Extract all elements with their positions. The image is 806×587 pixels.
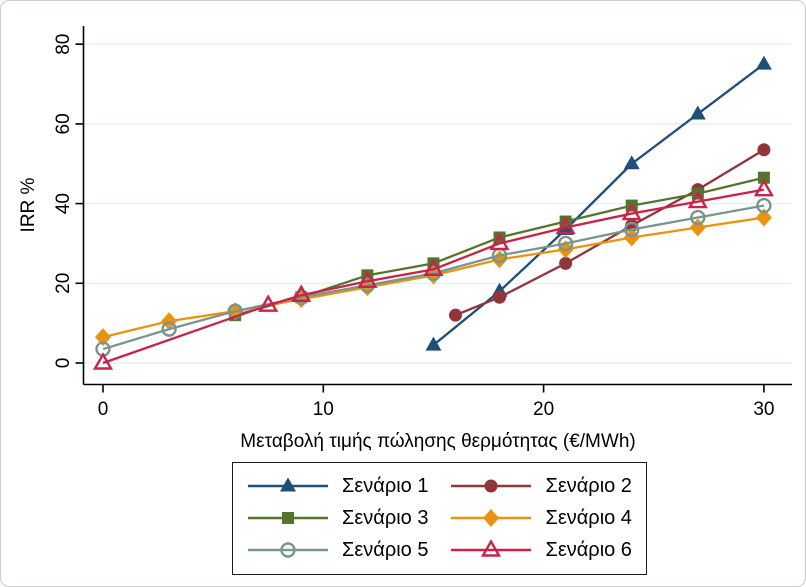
gridlines bbox=[83, 43, 792, 364]
triangle-filled-marker bbox=[425, 336, 442, 351]
circle-open-icon bbox=[280, 542, 296, 558]
triangle-open-marker bbox=[423, 258, 444, 277]
legend-item-scenario-4: Σενάριο 4 bbox=[450, 503, 632, 533]
y-axis-title: IRR % bbox=[18, 177, 39, 232]
diamond-filled-marker bbox=[755, 208, 772, 227]
x-tick-label: 10 bbox=[313, 399, 334, 420]
series-scenario-4 bbox=[95, 208, 772, 347]
series-scenario-1 bbox=[425, 55, 772, 351]
triangle-filled-marker bbox=[689, 105, 706, 120]
square-filled-legend-icon bbox=[248, 512, 328, 524]
diamond-filled-marker bbox=[95, 328, 111, 347]
y-tick-label: 40 bbox=[53, 193, 74, 214]
diamond-filled-marker bbox=[491, 250, 508, 269]
y-tick-label: 20 bbox=[53, 273, 74, 294]
legend-item-scenario-6: Σενάριο 6 bbox=[450, 535, 632, 565]
series-line-scenario-1 bbox=[432, 63, 765, 346]
triangle-open-marker bbox=[555, 216, 576, 235]
circle-open-marker bbox=[756, 197, 772, 214]
legend-item-scenario-5: Σενάριο 5 bbox=[247, 535, 428, 565]
legend-item-scenario-2: Σενάριο 2 bbox=[450, 471, 632, 501]
triangle-open-legend-icon bbox=[451, 539, 532, 557]
triangle-filled-marker bbox=[623, 155, 640, 170]
circle-open-marker bbox=[690, 209, 706, 226]
legend-label: Σενάριο 2 bbox=[545, 474, 632, 497]
legend-label: Σενάριο 5 bbox=[342, 538, 429, 561]
legend-label: Σενάριο 3 bbox=[342, 506, 429, 529]
legend-label: Σενάριο 4 bbox=[545, 506, 632, 529]
triangle-open-marker bbox=[621, 202, 642, 221]
y-tick-label: 80 bbox=[53, 34, 74, 55]
legend-item-scenario-3: Σενάριο 3 bbox=[247, 503, 428, 533]
series-scenario-6 bbox=[92, 178, 774, 370]
triangle-filled-marker bbox=[755, 55, 772, 70]
x-tick-label: 20 bbox=[533, 399, 554, 420]
series-line-scenario-6 bbox=[102, 188, 765, 365]
circle-filled-legend-icon bbox=[451, 479, 532, 493]
circle-open-legend-icon bbox=[248, 542, 328, 558]
triangle-open-icon bbox=[481, 539, 502, 557]
circle-open-marker bbox=[624, 221, 640, 238]
circle-filled-marker bbox=[493, 290, 507, 304]
circle-filled-marker bbox=[757, 143, 771, 157]
axis-ticks bbox=[75, 43, 765, 393]
diamond-filled-legend-icon bbox=[451, 509, 532, 527]
axes bbox=[82, 26, 792, 386]
triangle-filled-icon bbox=[280, 477, 296, 492]
y-tick-label: 0 bbox=[53, 358, 74, 369]
x-tick-label: 30 bbox=[753, 399, 774, 420]
circle-filled-marker bbox=[448, 308, 462, 322]
triangle-filled-legend-icon bbox=[248, 477, 328, 492]
circle-filled-icon bbox=[484, 479, 498, 493]
triangle-open-marker bbox=[357, 270, 378, 289]
triangle-open-marker bbox=[291, 284, 312, 302]
circle-open-marker bbox=[161, 321, 177, 337]
triangle-open-marker bbox=[92, 352, 114, 370]
square-filled-icon bbox=[282, 512, 294, 524]
x-axis-title: Μεταβολή τιμής πώλησης θερμότητας (€/MWh… bbox=[240, 431, 635, 452]
series-layer bbox=[92, 55, 774, 370]
triangle-open-marker bbox=[258, 294, 279, 312]
triangle-open-marker bbox=[687, 190, 708, 209]
x-tick-label: 0 bbox=[98, 399, 109, 420]
circle-open-marker bbox=[557, 235, 574, 252]
series-line-scenario-5 bbox=[102, 204, 765, 351]
diamond-filled-marker bbox=[623, 228, 640, 247]
legend-label: Σενάριο 6 bbox=[545, 538, 632, 561]
legend-label: Σενάριο 1 bbox=[342, 474, 429, 497]
legend-item-scenario-1: Σενάριο 1 bbox=[247, 471, 428, 501]
triangle-open-marker bbox=[753, 178, 774, 197]
circle-filled-marker bbox=[559, 256, 573, 270]
diamond-filled-marker bbox=[161, 312, 178, 331]
square-filled-marker bbox=[757, 171, 770, 184]
y-tick-label: 60 bbox=[53, 113, 74, 134]
tick-labels: 0 20 40 60 80 0 10 20 30 bbox=[53, 34, 774, 420]
diamond-filled-icon bbox=[483, 509, 500, 527]
triangle-open-marker bbox=[489, 232, 510, 251]
legend-box: Σενάριο 1 Σενάριο 2 Σενάριο 3 Σενάριο 4 Σενά… bbox=[232, 462, 647, 575]
